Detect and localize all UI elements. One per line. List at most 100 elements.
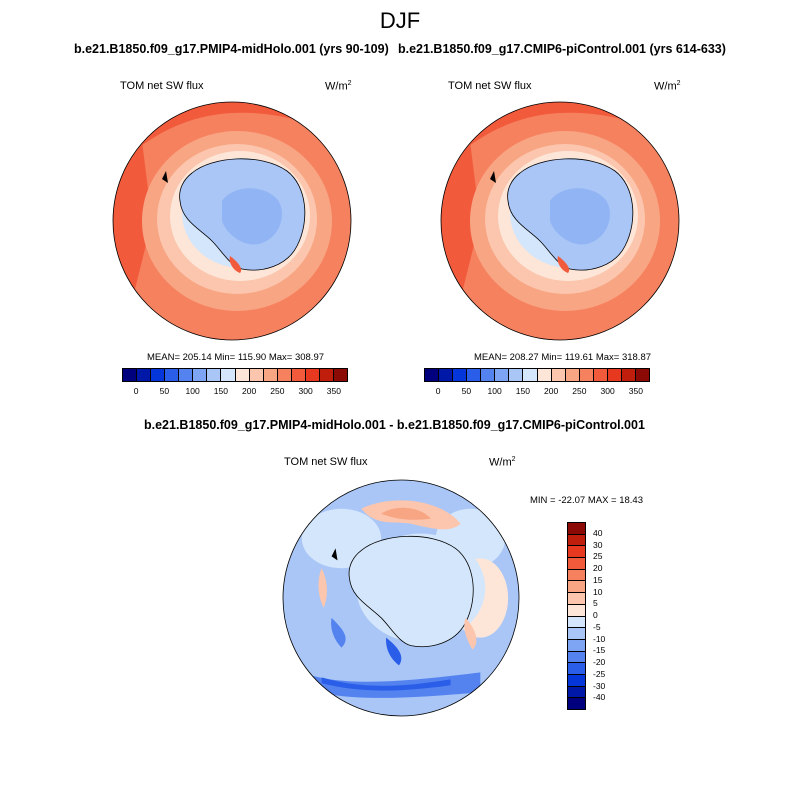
colorbar-swatch: [305, 369, 320, 381]
panel-1-stats: MEAN= 205.14 Min= 115.90 Max= 308.97: [147, 352, 325, 363]
colorbar-swatch: [568, 639, 585, 652]
colorbar-tick-label: 50: [461, 386, 472, 396]
panel-3-variable: TOM net SW flux: [284, 456, 368, 468]
panel-3-stats: MIN = -22.07 MAX = 18.43: [530, 495, 644, 506]
panel-1-colorbar-ticks: 0 50 100 150 200 250 300 350: [122, 386, 348, 398]
colorbar-swatch: [568, 546, 585, 559]
colorbar-swatch: [481, 369, 496, 381]
colorbar-swatch: [221, 369, 236, 381]
colorbar-swatch: [137, 369, 152, 381]
colorbar-swatch: [425, 369, 440, 381]
panel-2-map: [440, 101, 680, 341]
colorbar-swatch: [333, 369, 347, 381]
colorbar-swatch: [537, 369, 552, 381]
colorbar-tick-label: 15: [593, 574, 603, 585]
colorbar-swatch: [568, 686, 585, 699]
panel-2-title: b.e21.B1850.f09_g17.CMIP6-piControl.001 …: [398, 42, 726, 56]
colorbar-swatch: [593, 369, 608, 381]
colorbar-tick-label: 250: [572, 386, 587, 396]
colorbar-tick-label: -40: [593, 692, 606, 703]
colorbar-tick-label: 40: [593, 527, 603, 538]
panel-2-colorbar-ticks: 0 50 100 150 200 250 300 350: [424, 386, 650, 398]
colorbar-swatch: [235, 369, 250, 381]
colorbar-swatch: [568, 628, 585, 640]
panel-1-variable: TOM net SW flux: [120, 80, 204, 92]
panel-3-colorbar: [567, 522, 586, 710]
panel-3-map: [282, 479, 520, 717]
colorbar-tick-label: 200: [544, 386, 559, 396]
colorbar-tick-label: 5: [593, 598, 598, 609]
panel-2-variable: TOM net SW flux: [448, 80, 532, 92]
colorbar-tick-label: 50: [159, 386, 170, 396]
colorbar-swatch: [179, 369, 194, 381]
colorbar-swatch: [568, 593, 585, 605]
colorbar-tick-label: 300: [298, 386, 313, 396]
colorbar-tick-label: 100: [487, 386, 502, 396]
colorbar-swatch: [568, 663, 585, 675]
colorbar-tick-label: 350: [326, 386, 341, 396]
colorbar-tick-label: 250: [270, 386, 285, 396]
map-boundary: [112, 101, 352, 341]
colorbar-tick-label: 200: [242, 386, 257, 396]
colorbar-swatch: [165, 369, 180, 381]
figure-title: DJF: [379, 8, 421, 33]
colorbar-swatch: [568, 523, 585, 535]
colorbar-tick-label: 100: [185, 386, 200, 396]
panel-2-stats: MEAN= 208.27 Min= 119.61 Max= 318.87: [474, 352, 652, 363]
colorbar-tick-label: -30: [593, 680, 606, 691]
colorbar-swatch: [263, 369, 278, 381]
colorbar-tick-label: -5: [593, 621, 601, 632]
colorbar-swatch: [568, 569, 585, 582]
colorbar-tick-label: -25: [593, 668, 606, 679]
colorbar-swatch: [579, 369, 594, 381]
colorbar-swatch: [565, 369, 580, 381]
colorbar-tick-label: 0: [133, 386, 139, 396]
colorbar-tick-label: -15: [593, 645, 606, 656]
panel-1-units: W/m2: [325, 80, 352, 93]
colorbar-swatch: [568, 651, 585, 664]
colorbar-tick-label: 0: [435, 386, 441, 396]
colorbar-swatch: [319, 369, 334, 381]
colorbar-swatch: [635, 369, 649, 381]
panel-2-units: W/m2: [654, 80, 681, 93]
colorbar-swatch: [495, 369, 510, 381]
colorbar-swatch: [291, 369, 306, 381]
colorbar-swatch: [607, 369, 622, 381]
colorbar-swatch: [568, 616, 585, 629]
colorbar-swatch: [621, 369, 636, 381]
colorbar-tick-label: 150: [213, 386, 228, 396]
colorbar-swatch: [249, 369, 264, 381]
colorbar-tick-label: 25: [593, 551, 603, 562]
colorbar-swatch: [207, 369, 222, 381]
colorbar-swatch: [568, 581, 585, 594]
colorbar-tick-label: -20: [593, 657, 606, 667]
colorbar-tick-label: 350: [628, 386, 643, 396]
colorbar-swatch: [551, 369, 566, 381]
colorbar-tick-label: 0: [593, 610, 598, 620]
colorbar-swatch: [277, 369, 292, 381]
colorbar-swatch: [509, 369, 524, 381]
colorbar-swatch: [439, 369, 454, 381]
panel-1-title: b.e21.B1850.f09_g17.PMIP4-midHolo.001 (y…: [74, 42, 389, 56]
colorbar-swatch: [123, 369, 138, 381]
panel-3-title: b.e21.B1850.f09_g17.PMIP4-midHolo.001 - …: [144, 418, 645, 432]
colorbar-swatch: [568, 674, 585, 687]
colorbar-tick-label: 10: [593, 586, 603, 597]
colorbar-swatch: [523, 369, 538, 381]
colorbar-swatch: [568, 558, 585, 570]
panel-3-colorbar-ticks: 40 30 25 20 15 10 5 0 -5 -10 -15 -20 -25 -30 -40: [593, 522, 623, 710]
map-boundary: [282, 479, 520, 717]
panel-3-units: W/m2: [489, 456, 516, 469]
antarctica-outline: [348, 535, 474, 648]
map-boundary: [440, 101, 680, 341]
colorbar-tick-label: 300: [600, 386, 615, 396]
panel-1-colorbar: [122, 368, 348, 382]
colorbar-tick-label: -10: [593, 633, 606, 644]
colorbar-swatch: [568, 534, 585, 547]
colorbar-swatch: [568, 604, 585, 617]
colorbar-tick-label: 20: [593, 563, 603, 573]
panel-2-colorbar: [424, 368, 650, 382]
panel-1-map: [112, 101, 352, 341]
colorbar-swatch: [467, 369, 482, 381]
colorbar-tick-label: 30: [593, 539, 603, 550]
